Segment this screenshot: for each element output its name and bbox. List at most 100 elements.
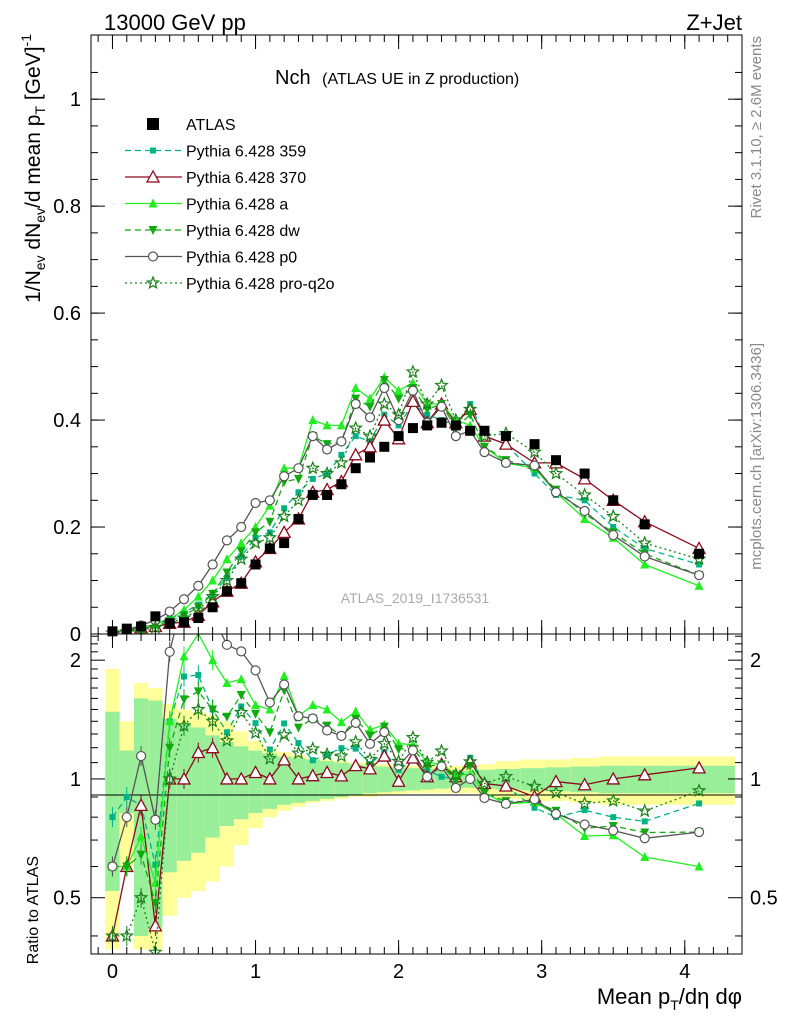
atlas-data-marker: [236, 578, 247, 589]
ratio-marker: [252, 720, 259, 727]
series-marker: [362, 439, 378, 453]
series-marker: [405, 364, 421, 379]
ratio-marker: [309, 757, 316, 764]
series-marker: [293, 463, 304, 474]
series-marker: [365, 402, 375, 412]
ratio-marker: [181, 673, 187, 680]
ratio-marker: [307, 713, 318, 724]
ratio-tick-label: 2: [70, 650, 81, 672]
series-marker: [362, 428, 378, 443]
ratio-panel: 0.5 0.5 1 1 2 2 0 1 2 3 4: [53, 633, 778, 983]
ratio-marker: [248, 765, 263, 779]
ratio-marker: [148, 918, 163, 932]
series-marker: [276, 508, 292, 523]
ratio-marker: [162, 771, 177, 786]
legend-label: Pythia 6.428 pro-q2o: [186, 276, 335, 293]
ratio-marker: [465, 773, 476, 785]
ratio-marker: [251, 709, 261, 719]
series-marker: [277, 525, 292, 539]
legend-entry: Pythia 6.428 pro-q2o: [125, 275, 335, 293]
series-marker: [364, 412, 376, 423]
atlas-data-marker: [350, 463, 361, 474]
series-marker: [221, 535, 233, 546]
ratio-marker: [637, 803, 652, 818]
ratio-marker: [179, 651, 189, 661]
ratio-line: [111, 674, 700, 865]
atlas-data-marker: [479, 425, 490, 436]
y-tick-label: 0.8: [53, 196, 81, 218]
series-marker: [637, 535, 652, 550]
ratio-marker: [165, 743, 175, 753]
ratio-tick-label: 1: [70, 769, 81, 791]
ratio-marker: [279, 679, 290, 690]
mcplots-label: mcplots.cern.ch [arXiv:1306.3436]: [748, 343, 765, 570]
ratio-marker: [262, 751, 278, 765]
ratio-marker: [136, 831, 146, 841]
series-marker: [351, 382, 361, 392]
ratio-marker: [605, 793, 621, 808]
legend: ATLAS Pythia 6.428 359 Pythia 6.428 370 Pyt…: [125, 117, 335, 293]
atlas-data-marker: [407, 423, 418, 434]
ratio-marker: [498, 778, 514, 792]
series-marker: [208, 575, 218, 585]
rivet-label: Rivet 3.1.10, ≥ 2.6M events: [748, 36, 765, 219]
series-marker: [179, 611, 189, 621]
legend-label: Pythia 6.428 a: [186, 197, 288, 214]
ratio-marker: [205, 713, 220, 728]
ratio-marker: [119, 928, 135, 943]
ratio-marker: [641, 818, 648, 825]
series-4: [107, 382, 705, 634]
ratio-line: [112, 708, 700, 953]
plot-title-sub: (ATLAS UE in Z production): [322, 71, 519, 88]
series-marker: [279, 471, 290, 482]
series-marker: [419, 396, 435, 411]
ratio-tick-label-right: 2: [750, 650, 761, 672]
ratio-axis-ticks: 0.5 0.5 1 1 2 2 0 1 2 3 4: [53, 634, 778, 983]
ratio-marker: [133, 890, 149, 904]
atlas-data-marker: [551, 455, 561, 466]
ratio-marker: [291, 745, 306, 760]
series-marker: [338, 451, 345, 458]
ratio-marker: [450, 782, 461, 794]
ratio-tick-label-right: 0.5: [750, 888, 778, 910]
series-marker: [348, 447, 363, 461]
series-marker: [548, 465, 564, 480]
series-marker: [639, 551, 650, 562]
ratio-marker: [107, 861, 118, 872]
series-marker: [336, 436, 347, 447]
ratio-marker: [150, 814, 161, 825]
atlas-data-marker: [639, 519, 650, 530]
series-marker: [696, 561, 703, 568]
atlas-data-marker: [193, 612, 204, 623]
ratio-marker: [606, 771, 621, 785]
ratio-marker: [639, 833, 650, 844]
ratio-marker: [223, 729, 230, 736]
ratio-marker: [179, 695, 189, 705]
atlas-data-marker: [608, 495, 619, 506]
ratio-tick-label-right: 1: [750, 769, 761, 791]
series-marker: [293, 474, 303, 484]
ratio-marker: [608, 825, 619, 836]
series-line: [112, 402, 700, 633]
ratio-marker: [321, 725, 333, 736]
inner-band-bin: [377, 766, 392, 793]
series-marker: [424, 411, 431, 418]
ratio-marker: [165, 716, 175, 726]
atlas-data-marker: [293, 514, 304, 525]
series-marker: [251, 528, 261, 538]
ratio-marker: [319, 765, 335, 779]
inner-band-bin: [348, 764, 363, 796]
atlas-data-marker: [150, 611, 161, 622]
series-marker: [693, 570, 705, 581]
ratio-marker: [394, 745, 404, 755]
x-tick-label: 1: [250, 961, 261, 983]
legend-entry: Pythia 6.428 370: [125, 169, 306, 187]
legend-label: Pythia 6.428 p0: [186, 250, 297, 267]
series-marker: [219, 572, 235, 587]
series-marker: [238, 553, 245, 560]
ratio-marker: [251, 700, 261, 710]
ratio-marker: [548, 785, 564, 799]
ratio-marker: [462, 754, 478, 768]
series-marker: [529, 460, 540, 471]
ratio-marker: [265, 728, 275, 738]
